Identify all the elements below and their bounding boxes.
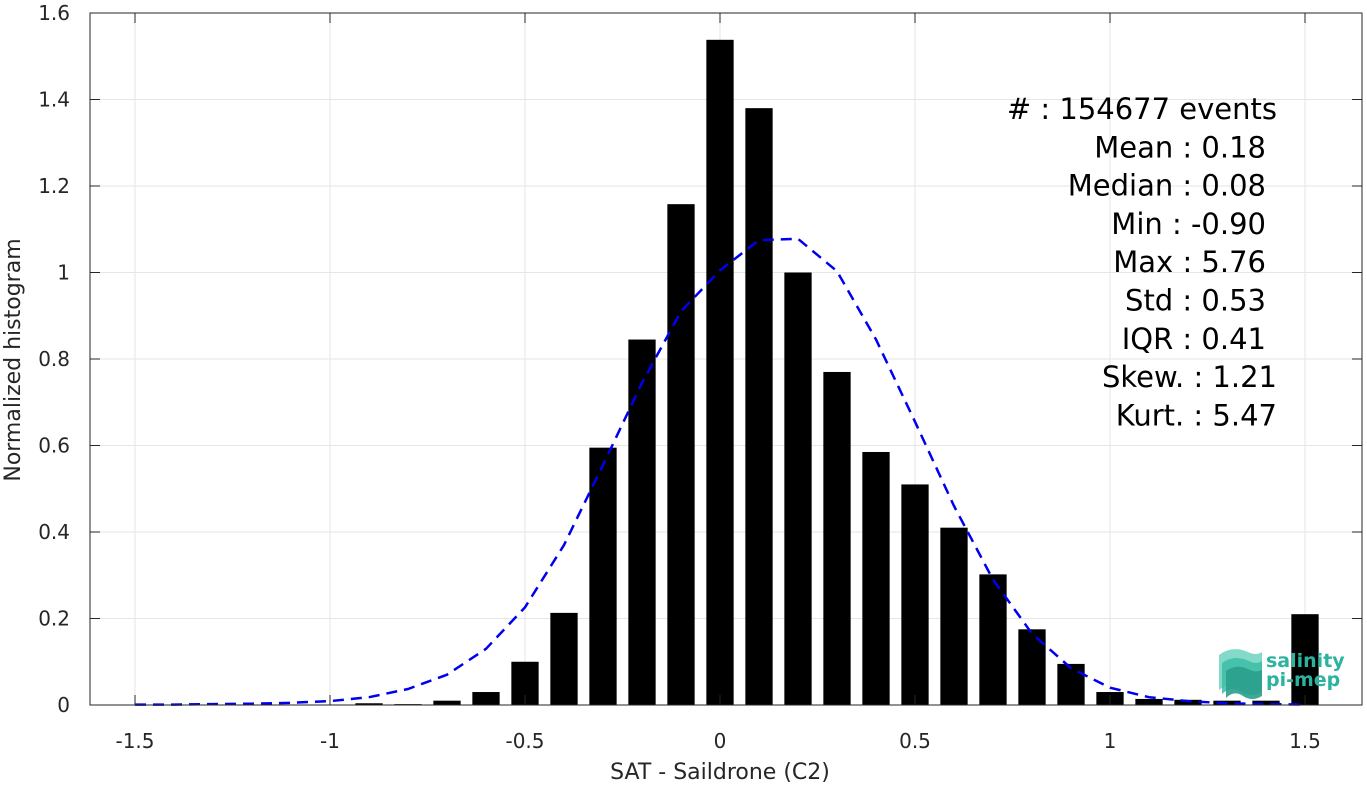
x-tick-label-0: -1.5 — [115, 729, 154, 753]
y-tick-label-6: 1.2 — [38, 174, 70, 198]
x-axis-label: SAT - Saildrone (C2) — [610, 760, 830, 785]
histogram-bar-7 — [628, 339, 656, 705]
stats-line-2: Median : 0.08 — [1068, 169, 1266, 203]
logo-text-line1: salinity — [1266, 650, 1345, 672]
histogram-bar-23 — [1252, 700, 1280, 705]
y-tick-label-5: 1 — [57, 261, 70, 285]
x-tick-label-6: 1.5 — [1289, 729, 1321, 753]
histogram-bar-18 — [1057, 663, 1085, 705]
y-tick-label-2: 0.4 — [38, 520, 70, 544]
histogram-bar-6 — [589, 447, 617, 705]
histogram-bar-10 — [745, 108, 773, 705]
y-tick-label-8: 1.6 — [38, 1, 70, 25]
y-tick-label-0: 0 — [57, 693, 70, 717]
histogram-bar-16 — [979, 574, 1007, 705]
x-tick-label-5: 1 — [1104, 729, 1117, 753]
logo-wave-icon — [1219, 649, 1262, 699]
histogram-bar-3 — [472, 692, 500, 705]
stats-line-3: Min : -0.90 — [1111, 207, 1266, 241]
stats-line-6: IQR : 0.41 — [1122, 322, 1266, 356]
x-tick-label-4: 0.5 — [899, 729, 931, 753]
stats-line-1: Mean : 0.18 — [1094, 130, 1266, 164]
stats-line-5: Std : 0.53 — [1125, 284, 1266, 318]
y-tick-label-4: 0.8 — [38, 347, 70, 371]
logo-text-line2: pi-mep — [1266, 669, 1340, 691]
y-tick-label-7: 1.4 — [38, 88, 70, 112]
fit-curve-line — [135, 237, 1306, 706]
histogram-bar-12 — [823, 371, 851, 705]
histogram-bar-11 — [784, 272, 812, 705]
x-tick-label-1: -1 — [320, 729, 340, 753]
x-tick-label-3: 0 — [714, 729, 727, 753]
histogram-bar-8 — [667, 204, 695, 706]
y-tick-label-3: 0.6 — [38, 434, 70, 458]
x-tick-label-2: -0.5 — [505, 729, 544, 753]
normal-fit-curve — [135, 237, 1306, 706]
histogram-bar-15 — [940, 527, 968, 705]
histogram-bar-5 — [550, 612, 578, 705]
histogram-bars — [355, 39, 1319, 706]
histogram-bar-14 — [901, 484, 929, 705]
stats-line-8: Kurt. : 5.47 — [1116, 398, 1277, 432]
histogram-bar-0 — [355, 703, 383, 705]
histogram-bar-13 — [862, 451, 890, 705]
histogram-bar-2 — [433, 700, 461, 705]
histogram-bar-9 — [706, 39, 734, 705]
stats-line-7: Skew. : 1.21 — [1102, 360, 1277, 394]
histogram-bar-20 — [1135, 698, 1163, 705]
y-axis-ticks: 0 0.2 0.4 0.6 0.8 1 1.2 1.4 1.6 — [38, 1, 1362, 717]
histogram-bar-21 — [1174, 699, 1202, 705]
salinity-pi-mep-logo: salinity pi-mep — [1219, 649, 1345, 699]
stats-line-0: # : 154677 events — [1007, 92, 1277, 126]
stats-box: # : 154677 events Mean : 0.18 Median : 0.0… — [1007, 92, 1277, 432]
histogram-bar-24 — [1291, 614, 1319, 705]
x-axis-ticks: -1.5 -1 -0.5 0 0.5 1 1.5 — [115, 13, 1321, 753]
y-tick-label-1: 0.2 — [38, 607, 70, 631]
stats-line-4: Max : 5.76 — [1113, 245, 1266, 279]
y-axis-label: Normalized histogram — [1, 238, 26, 481]
